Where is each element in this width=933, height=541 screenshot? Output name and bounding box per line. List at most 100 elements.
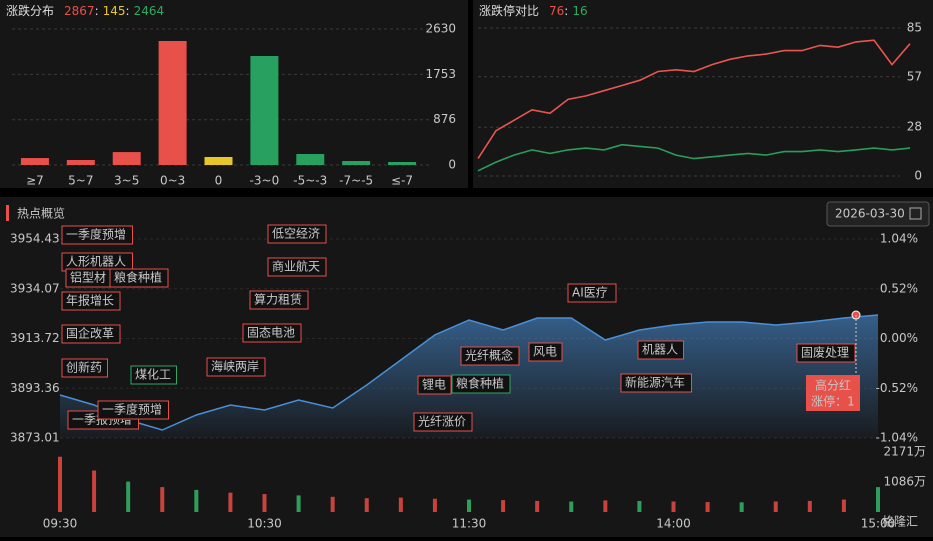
highlight-detail: 涨停：1 (811, 394, 855, 409)
volume-bar (603, 500, 608, 512)
hot-tag[interactable]: 光纤概念 (460, 346, 520, 366)
panel (473, 0, 933, 188)
bar (66, 159, 95, 165)
separator: : (95, 4, 99, 18)
count: 145 (103, 4, 126, 18)
y2-tick-label: -1.04% (876, 431, 918, 445)
hot-tag[interactable]: 锂电 (417, 375, 452, 395)
hot-tag[interactable]: 粮食种植 (451, 374, 511, 394)
hot-tag[interactable]: 铝型材 (65, 268, 112, 288)
tag-label: 商业航天 (272, 259, 320, 274)
x-tick-label: ≥7 (26, 174, 44, 188)
bar (296, 153, 325, 165)
volume-bar (92, 470, 97, 512)
tag-label: 一季度预增 (66, 227, 126, 242)
y-tick-label: 57 (907, 69, 922, 83)
hot-tag[interactable]: 海峡两岸 (206, 357, 266, 377)
tag-label: AI医疗 (572, 286, 608, 300)
volume-bar (876, 487, 880, 512)
index-line (59, 314, 879, 431)
volume-bar (126, 481, 131, 512)
x-tick-label: 15:00 (861, 517, 896, 531)
count: 2464 (134, 4, 165, 18)
hot-tag[interactable]: 煤化工 (130, 365, 177, 385)
hot-tag[interactable]: 年报增长 (61, 291, 121, 311)
bar (250, 55, 279, 165)
tag-label: 风电 (533, 345, 557, 359)
tag-label: 固废处理 (801, 345, 849, 360)
x-tick-label: 10:30 (247, 517, 282, 531)
volume-bar (398, 497, 403, 512)
title-text: 涨跌分布 (6, 3, 54, 18)
bar (388, 162, 417, 165)
tag-box (109, 268, 169, 288)
tag-box (242, 323, 302, 343)
hot-tag[interactable]: 国企改革 (61, 324, 121, 344)
tag-label: 新能源汽车 (625, 375, 685, 390)
hot-tag[interactable]: AI医疗 (567, 283, 617, 303)
volume-bar (432, 498, 437, 512)
bar (20, 158, 49, 165)
tag-box (206, 357, 266, 377)
tag-box (61, 358, 108, 378)
volume-bar (739, 502, 744, 512)
hot-tag[interactable]: 粮食种植 (109, 268, 169, 288)
hot-tag[interactable]: 创新药 (61, 358, 108, 378)
tag-label: 固态电池 (247, 326, 295, 340)
volume-bar (569, 501, 574, 512)
volume-bar (807, 500, 812, 512)
hot-tag[interactable]: 机器人 (637, 340, 684, 360)
volume-bar (58, 456, 62, 512)
tag-label: 粮食种植 (114, 270, 162, 285)
y-tick-label: 2630 (425, 22, 456, 36)
y2-tick-label: 0.52% (880, 281, 918, 295)
y-tick-label: 3913.72 (10, 331, 60, 345)
hot-tag[interactable]: 固态电池 (242, 323, 302, 343)
y-tick-label: 876 (433, 112, 456, 126)
hot-tag[interactable]: 人形机器人 (61, 252, 133, 272)
hot-tag[interactable]: 固废处理 (796, 343, 856, 363)
tag-box (267, 224, 327, 244)
tag-box (97, 400, 169, 420)
y2-tick-label: 0.00% (880, 331, 918, 345)
separator: : (126, 4, 130, 18)
tag-label: 年报增长 (66, 293, 114, 308)
tag-label: 海峡两岸 (211, 359, 259, 374)
x-tick-label: 3~5 (114, 174, 139, 188)
calendar-icon[interactable] (909, 207, 922, 220)
tag-box (567, 283, 617, 303)
y2-tick-label: 1.04% (880, 232, 918, 246)
volume-bar (501, 500, 506, 512)
logo: 格隆汇 (882, 514, 918, 529)
panel-title: 涨跌分布 2867: 145: 2464 (6, 3, 164, 18)
date-label[interactable]: 2026-03-30 (835, 207, 905, 221)
y-tick-label: 1086万 (883, 474, 926, 488)
tag-box (249, 290, 309, 310)
bar (204, 156, 233, 165)
highlight-box (806, 375, 860, 411)
y-tick-label: 85 (907, 21, 922, 35)
hot-tag[interactable]: 商业航天 (267, 257, 327, 277)
tag-label: 锂电 (422, 377, 446, 392)
volume-bar (705, 502, 710, 512)
series-line (477, 143, 911, 172)
hot-tag[interactable]: 风电 (528, 342, 563, 362)
tag-label: 国企改革 (66, 326, 114, 341)
bar (158, 40, 187, 165)
hot-tag[interactable]: 低空经济 (267, 224, 327, 244)
hot-tag[interactable]: 光纤涨价 (413, 412, 473, 432)
y-tick-label: 2171万 (883, 445, 926, 459)
date-button[interactable] (826, 201, 930, 227)
x-tick-label: 14:00 (656, 517, 691, 531)
x-tick-label: ≤-7 (391, 174, 413, 188)
hot-tag[interactable]: 新能源汽车 (620, 373, 692, 393)
hot-tag[interactable]: 一季度预增 (61, 225, 133, 245)
y-tick-label: 3893.36 (10, 381, 60, 395)
tag-label: 光纤概念 (465, 348, 513, 363)
hot-tag[interactable]: 一季度预增 (97, 400, 169, 420)
volume-bar (330, 496, 335, 512)
hot-tag[interactable]: 算力租赁 (249, 290, 309, 310)
tag-box (267, 257, 327, 277)
